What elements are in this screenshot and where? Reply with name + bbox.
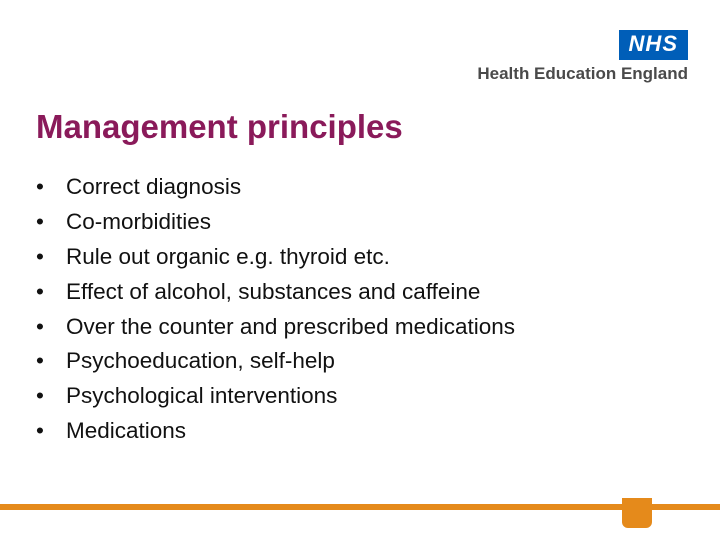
- list-item: • Psychoeducation, self-help: [36, 344, 676, 379]
- bullet-text: Medications: [66, 414, 186, 449]
- bullet-icon: •: [36, 379, 66, 414]
- list-item: • Rule out organic e.g. thyroid etc.: [36, 240, 676, 275]
- list-item: • Over the counter and prescribed medica…: [36, 310, 676, 345]
- list-item: • Psychological interventions: [36, 379, 676, 414]
- bullet-icon: •: [36, 205, 66, 240]
- list-item: • Effect of alcohol, substances and caff…: [36, 275, 676, 310]
- bullet-icon: •: [36, 240, 66, 275]
- logo-block: NHS Health Education England: [477, 30, 688, 84]
- bullet-text: Psychoeducation, self-help: [66, 344, 335, 379]
- bullet-text: Psychological interventions: [66, 379, 337, 414]
- bullet-icon: •: [36, 344, 66, 379]
- list-item: • Medications: [36, 414, 676, 449]
- nhs-badge: NHS: [619, 30, 688, 60]
- bullet-text: Rule out organic e.g. thyroid etc.: [66, 240, 390, 275]
- bullet-text: Co-morbidities: [66, 205, 211, 240]
- bullet-icon: •: [36, 275, 66, 310]
- bullet-icon: •: [36, 310, 66, 345]
- logo-subtitle: Health Education England: [477, 64, 688, 84]
- slide-title: Management principles: [36, 108, 403, 146]
- bullet-text: Effect of alcohol, substances and caffei…: [66, 275, 480, 310]
- footer-bar: [0, 504, 720, 510]
- list-item: • Correct diagnosis: [36, 170, 676, 205]
- bullet-list-container: • Correct diagnosis • Co-morbidities • R…: [36, 170, 676, 449]
- bullet-list: • Correct diagnosis • Co-morbidities • R…: [36, 170, 676, 449]
- bullet-text: Correct diagnosis: [66, 170, 241, 205]
- footer-notch: [622, 498, 652, 528]
- bullet-text: Over the counter and prescribed medicati…: [66, 310, 515, 345]
- bullet-icon: •: [36, 414, 66, 449]
- slide-container: NHS Health Education England Management …: [0, 0, 720, 540]
- bullet-icon: •: [36, 170, 66, 205]
- list-item: • Co-morbidities: [36, 205, 676, 240]
